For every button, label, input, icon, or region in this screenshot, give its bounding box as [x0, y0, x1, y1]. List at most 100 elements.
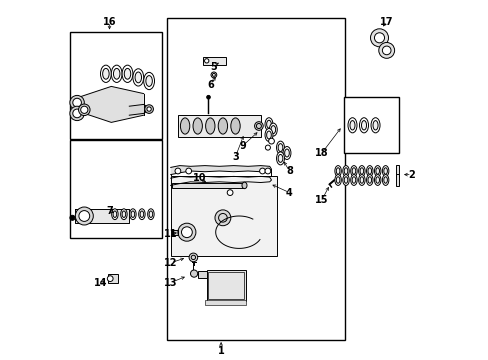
- Ellipse shape: [336, 168, 339, 174]
- Ellipse shape: [359, 168, 363, 174]
- Ellipse shape: [133, 69, 143, 86]
- Ellipse shape: [375, 168, 379, 174]
- Ellipse shape: [266, 131, 271, 139]
- Ellipse shape: [129, 209, 136, 220]
- Text: 4: 4: [285, 188, 292, 198]
- Ellipse shape: [366, 175, 372, 185]
- Circle shape: [259, 168, 265, 174]
- Circle shape: [70, 215, 75, 220]
- Circle shape: [81, 106, 88, 113]
- Ellipse shape: [367, 177, 371, 183]
- Circle shape: [185, 168, 191, 174]
- Circle shape: [212, 73, 215, 76]
- Circle shape: [189, 253, 197, 262]
- Bar: [178, 115, 260, 137]
- Bar: [170, 176, 276, 256]
- Ellipse shape: [113, 211, 117, 217]
- Text: 12: 12: [163, 258, 177, 268]
- Text: 11: 11: [163, 229, 177, 239]
- Ellipse shape: [278, 144, 282, 152]
- Circle shape: [75, 207, 93, 225]
- Ellipse shape: [359, 118, 368, 133]
- Text: 7: 7: [106, 206, 113, 216]
- Ellipse shape: [270, 126, 275, 134]
- Bar: [167, 18, 345, 340]
- Bar: [395, 165, 399, 177]
- Bar: [203, 57, 226, 65]
- Ellipse shape: [342, 166, 348, 176]
- Polygon shape: [129, 104, 149, 115]
- Text: 2: 2: [407, 170, 414, 180]
- Ellipse shape: [276, 141, 284, 154]
- Ellipse shape: [383, 177, 386, 183]
- Circle shape: [146, 107, 151, 111]
- Ellipse shape: [351, 177, 355, 183]
- Ellipse shape: [284, 149, 289, 157]
- Circle shape: [370, 29, 387, 47]
- Text: 15: 15: [314, 195, 328, 205]
- Circle shape: [382, 46, 390, 55]
- Ellipse shape: [382, 175, 388, 185]
- Ellipse shape: [374, 175, 380, 185]
- Ellipse shape: [266, 120, 271, 128]
- Bar: [206, 270, 246, 301]
- Ellipse shape: [242, 182, 246, 189]
- Text: 8: 8: [285, 166, 292, 176]
- Ellipse shape: [382, 166, 388, 176]
- Bar: [172, 230, 178, 235]
- Ellipse shape: [278, 154, 282, 162]
- Circle shape: [206, 95, 210, 99]
- Circle shape: [204, 59, 208, 63]
- Ellipse shape: [139, 209, 145, 220]
- Ellipse shape: [276, 152, 284, 165]
- Text: 1: 1: [217, 346, 224, 356]
- Circle shape: [144, 105, 153, 113]
- Ellipse shape: [269, 123, 277, 136]
- Circle shape: [175, 168, 181, 174]
- Ellipse shape: [367, 168, 371, 174]
- Ellipse shape: [375, 177, 379, 183]
- Circle shape: [73, 109, 81, 118]
- Polygon shape: [170, 166, 271, 185]
- Text: 5: 5: [210, 62, 217, 72]
- Circle shape: [254, 122, 263, 130]
- Polygon shape: [376, 38, 390, 51]
- Ellipse shape: [358, 166, 365, 176]
- Ellipse shape: [283, 147, 290, 159]
- Text: 6: 6: [206, 80, 213, 90]
- Ellipse shape: [122, 65, 133, 82]
- Bar: [172, 183, 244, 188]
- Polygon shape: [172, 230, 178, 235]
- Circle shape: [268, 138, 274, 144]
- Ellipse shape: [350, 166, 356, 176]
- Ellipse shape: [370, 118, 379, 133]
- Circle shape: [178, 223, 196, 241]
- Ellipse shape: [180, 118, 189, 134]
- Circle shape: [107, 276, 113, 282]
- Text: 17: 17: [379, 17, 393, 27]
- Bar: [208, 272, 244, 299]
- Text: 16: 16: [102, 17, 116, 27]
- Text: 9: 9: [239, 141, 245, 151]
- Bar: [70, 32, 162, 139]
- Ellipse shape: [147, 209, 154, 220]
- Ellipse shape: [336, 177, 339, 183]
- Text: 18: 18: [314, 148, 328, 158]
- Ellipse shape: [372, 121, 377, 130]
- Circle shape: [79, 211, 89, 221]
- Ellipse shape: [124, 68, 130, 79]
- Ellipse shape: [149, 211, 152, 217]
- Ellipse shape: [131, 211, 134, 217]
- Bar: [343, 97, 399, 153]
- Bar: [70, 140, 162, 238]
- Circle shape: [264, 168, 270, 174]
- Bar: [107, 274, 118, 283]
- Circle shape: [374, 33, 384, 43]
- Ellipse shape: [111, 209, 118, 220]
- Circle shape: [79, 104, 90, 116]
- Circle shape: [227, 190, 232, 195]
- Ellipse shape: [358, 175, 365, 185]
- Ellipse shape: [342, 175, 348, 185]
- Ellipse shape: [347, 118, 356, 133]
- Circle shape: [211, 72, 216, 78]
